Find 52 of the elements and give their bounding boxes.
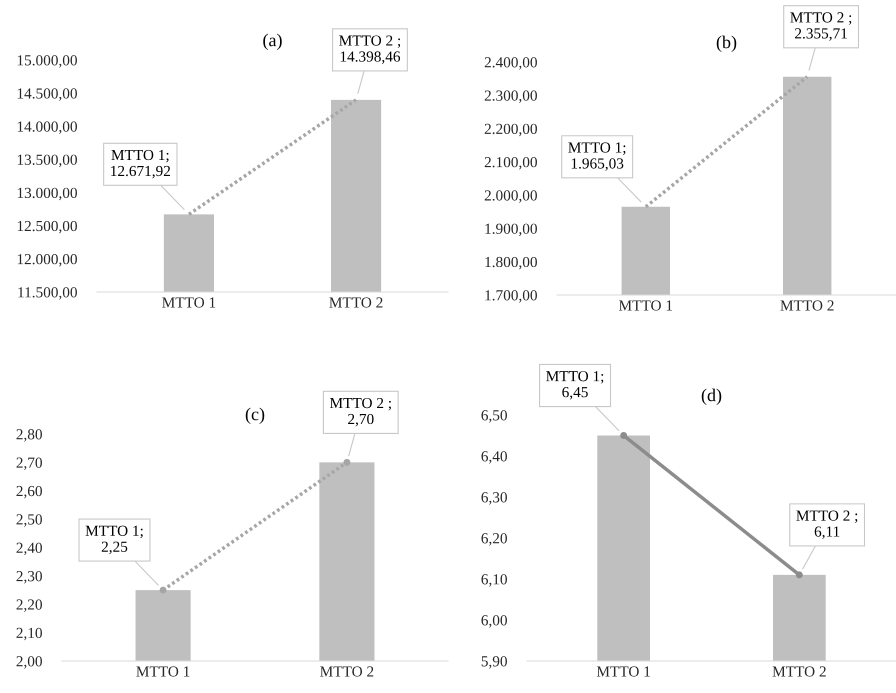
y-tick-label: 15.000,00 (18, 55, 77, 68)
x-tick-label: MTTO 2 (320, 666, 374, 677)
data-label: MTTO 2 ; 6,11 (796, 510, 858, 539)
y-tick-label: 2.400,00 (484, 57, 537, 70)
data-label: MTTO 2 ; 2.355,71 (790, 12, 852, 41)
y-tick-label: 2.200,00 (484, 124, 537, 136)
y-tick-label: 13.500,00 (18, 154, 77, 168)
y-tick-label: 1.800,00 (485, 256, 537, 270)
data-label: MTTO 1; 6,45 (546, 371, 604, 400)
data-label: MTTO 1; 12.671,92 (111, 150, 170, 178)
x-tick-label: MTTO 1 (618, 300, 672, 311)
y-tick-label: 5,90 (482, 656, 507, 669)
y-tick-label: 6,10 (481, 574, 507, 587)
data-label: MTTO 1; 1.965,03 (568, 142, 626, 171)
x-tick-label: MTTO 1 (596, 666, 650, 677)
y-tick-label: 2,80 (16, 429, 42, 442)
y-tick-label: 6,30 (481, 492, 507, 505)
chart-title: (a) (263, 34, 282, 50)
y-tick-label: 2.100,00 (484, 157, 537, 170)
y-tick-label: 2,30 (16, 571, 42, 584)
y-tick-label: 2,00 (16, 656, 42, 669)
x-tick-label: MTTO 2 (329, 297, 382, 308)
y-tick-label: 11.500,00 (18, 287, 77, 300)
data-label: MTTO 1; 2,25 (86, 526, 143, 554)
chart-title: (c) (246, 408, 264, 424)
chart-title: (b) (716, 36, 736, 52)
y-tick-label: 2.000,00 (484, 190, 537, 203)
y-tick-label: 2,50 (16, 514, 42, 527)
y-tick-label: 1.900,00 (485, 224, 537, 236)
data-label: MTTO 2 ; 2,70 (330, 398, 391, 426)
y-tick-label: 13.000,00 (18, 188, 77, 200)
y-tick-label: 14.000,00 (18, 121, 77, 134)
y-tick-label: 2,70 (16, 458, 42, 470)
y-tick-label: 6,50 (481, 410, 507, 423)
y-tick-label: 2,60 (16, 486, 42, 498)
y-tick-label: 12.500,00 (18, 220, 77, 234)
y-tick-label: 2,10 (16, 628, 42, 640)
x-tick-label: MTTO 2 (772, 666, 826, 677)
y-tick-label: 6,40 (481, 451, 507, 464)
data-label: MTTO 2 ; 14.398,46 (339, 35, 400, 64)
y-tick-label: 6,00 (481, 615, 507, 628)
chart-title: (d) (702, 388, 722, 405)
x-tick-label: MTTO 2 (780, 300, 834, 311)
y-tick-label: 14.500,00 (18, 88, 77, 101)
x-tick-label: MTTO 1 (136, 666, 190, 677)
y-tick-label: 2.300,00 (484, 90, 537, 103)
y-tick-label: 2,40 (16, 542, 42, 556)
x-tick-label: MTTO 1 (162, 297, 216, 308)
y-tick-label: 6,20 (481, 533, 507, 546)
y-tick-label: 2,20 (16, 599, 42, 612)
y-tick-label: 1.700,00 (485, 290, 537, 303)
y-tick-label: 12.000,00 (18, 254, 77, 267)
